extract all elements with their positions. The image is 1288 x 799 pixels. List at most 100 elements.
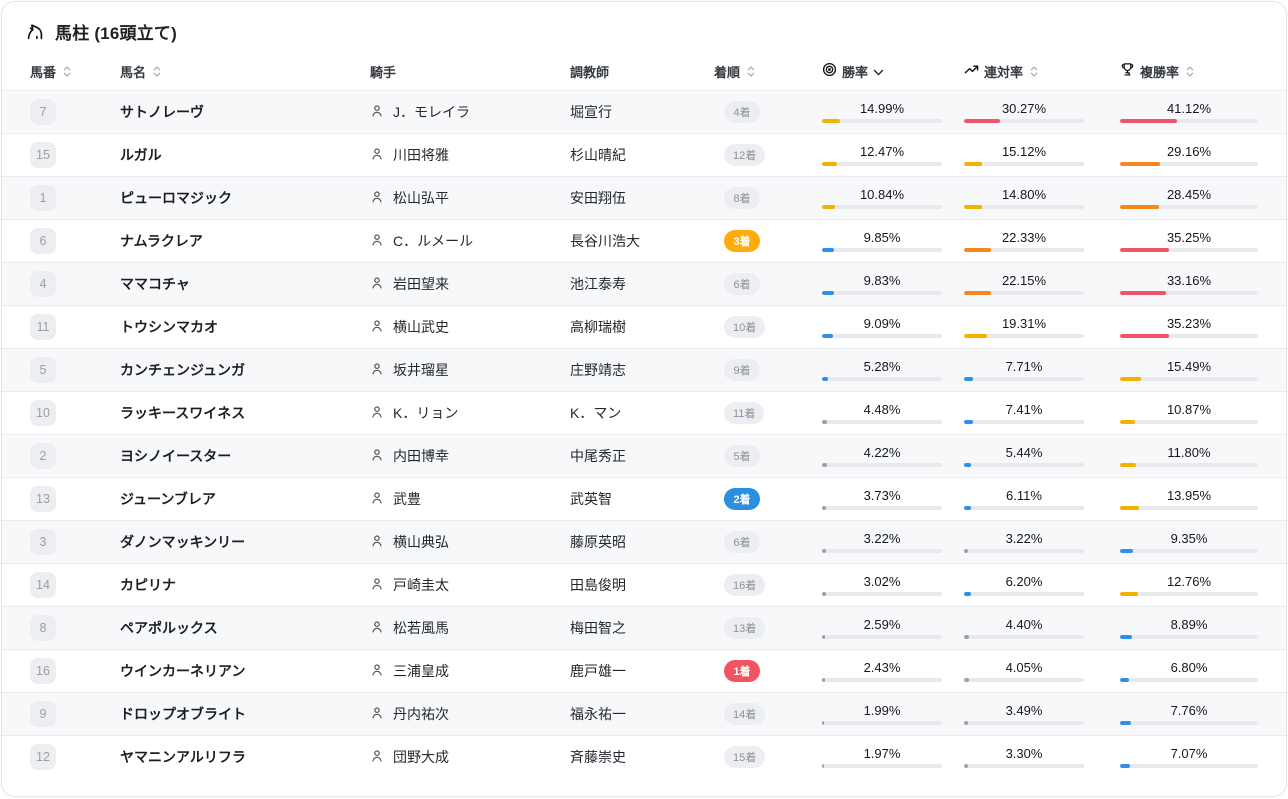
- show-rate-value: 41.12%: [1166, 100, 1212, 116]
- horse-number-cell: 5: [30, 357, 120, 383]
- horse-name-cell: カンチェンジュンガ: [120, 360, 370, 380]
- horse-name-cell: ルガル: [120, 145, 370, 165]
- sort-icon: [153, 65, 161, 77]
- win-rate-bar: [822, 462, 942, 467]
- trainer-name: 堀宣行: [570, 104, 612, 120]
- trainer-cell: K．マン: [570, 403, 714, 423]
- horse-number-badge: 15: [30, 142, 56, 168]
- finish-badge: 2着: [724, 488, 760, 510]
- horse-name-cell: ピューロマジック: [120, 188, 370, 208]
- table-row[interactable]: 11 トウシンマカオ 横山武史 高柳瑞樹 10着 9.09%: [2, 305, 1286, 348]
- table-row[interactable]: 1 ピューロマジック 松山弘平 安田翔伍 8着 10.84%: [2, 176, 1286, 219]
- table-row[interactable]: 6 ナムラクレア C．ルメール 長谷川浩大 3着 9.85%: [2, 219, 1286, 262]
- header-horse-name[interactable]: 馬名: [120, 62, 370, 81]
- show-rate-bar: [1120, 548, 1258, 553]
- table-row[interactable]: 5 カンチェンジュンガ 坂井瑠星 庄野靖志 9着 5.28%: [2, 348, 1286, 391]
- trainer-cell: 杉山晴紀: [570, 145, 714, 165]
- horse-number-badge: 3: [30, 529, 56, 555]
- show-rate-value: 7.07%: [1170, 745, 1208, 761]
- horse-name-cell: トウシンマカオ: [120, 317, 370, 337]
- person-icon: [370, 147, 384, 164]
- horse-name-cell: サトノレーヴ: [120, 102, 370, 122]
- horse-number-badge: 13: [30, 486, 56, 512]
- person-icon: [370, 491, 384, 508]
- jockey-cell: J．モレイラ: [370, 102, 570, 122]
- show-rate-value: 33.16%: [1166, 272, 1212, 288]
- horse-number-cell: 7: [30, 99, 120, 125]
- finish-badge: 15着: [724, 746, 766, 768]
- finish-badge: 4着: [724, 101, 760, 123]
- place-rate-value: 3.22%: [1005, 530, 1043, 546]
- trainer-name: 田島俊明: [570, 577, 626, 593]
- table-row[interactable]: 7 サトノレーヴ J．モレイラ 堀宣行 4着 14.99%: [2, 90, 1286, 133]
- place-rate-bar: [964, 333, 1084, 338]
- place-rate-cell: 3.22%: [964, 532, 1120, 553]
- table-row[interactable]: 3 ダノンマッキンリー 横山典弘 藤原英昭 6着 3.22%: [2, 520, 1286, 563]
- finish-badge: 5着: [724, 445, 760, 467]
- trainer-name: 安田翔伍: [570, 190, 626, 206]
- win-rate-cell: 12.47%: [822, 145, 964, 166]
- win-rate-cell: 4.48%: [822, 403, 964, 424]
- chevron-down-icon: [873, 64, 884, 79]
- show-rate-bar: [1120, 505, 1258, 510]
- finish-badge: 13着: [724, 617, 766, 639]
- table-row[interactable]: 13 ジューンブレア 武豊 武英智 2着 3.73%: [2, 477, 1286, 520]
- horse-name: ピューロマジック: [120, 190, 232, 206]
- place-rate-bar: [964, 591, 1084, 596]
- finish-cell: 3着: [714, 230, 822, 252]
- person-icon: [370, 104, 384, 121]
- horse-name-cell: ジューンブレア: [120, 489, 370, 509]
- table-row[interactable]: 15 ルガル 川田将雅 杉山晴紀 12着 12.47%: [2, 133, 1286, 176]
- jockey-name: 団野大成: [393, 749, 449, 765]
- place-rate-cell: 6.11%: [964, 489, 1120, 510]
- table-row[interactable]: 16 ウインカーネリアン 三浦皇成 鹿戸雄一 1着 2.43%: [2, 649, 1286, 692]
- table-row[interactable]: 9 ドロップオブライト 丹内祐次 福永祐一 14着 1.99%: [2, 692, 1286, 735]
- person-icon: [370, 319, 384, 336]
- trending-up-icon: [964, 62, 979, 80]
- horse-name: ドロップオブライト: [120, 706, 246, 722]
- place-rate-value: 5.44%: [1005, 444, 1043, 460]
- sort-icon: [1186, 65, 1194, 77]
- header-win-rate[interactable]: 勝率: [822, 62, 964, 81]
- win-rate-bar: [822, 118, 942, 123]
- table-row[interactable]: 12 ヤマニンアルリフラ 団野大成 斉藤崇史 15着 1.97%: [2, 735, 1286, 778]
- horse-number-cell: 4: [30, 271, 120, 297]
- win-rate-cell: 1.99%: [822, 704, 964, 725]
- show-rate-value: 7.76%: [1170, 702, 1208, 718]
- trainer-name: 高柳瑞樹: [570, 319, 626, 335]
- jockey-cell: 武豊: [370, 489, 570, 509]
- finish-badge: 12着: [724, 144, 766, 166]
- table-row[interactable]: 8 ペアポルックス 松若風馬 梅田智之 13着 2.59%: [2, 606, 1286, 649]
- trainer-name: 杉山晴紀: [570, 147, 626, 163]
- show-rate-value: 11.80%: [1167, 444, 1211, 460]
- finish-cell: 4着: [714, 101, 822, 123]
- win-rate-value: 4.22%: [863, 444, 901, 460]
- place-rate-cell: 6.20%: [964, 575, 1120, 596]
- table-row[interactable]: 4 ママコチャ 岩田望来 池江泰寿 6着 9.83%: [2, 262, 1286, 305]
- win-rate-cell: 2.59%: [822, 618, 964, 639]
- place-rate-bar: [964, 677, 1084, 682]
- jockey-cell: 戸崎圭太: [370, 575, 570, 595]
- horse-number-badge: 14: [30, 572, 56, 598]
- win-rate-value: 1.97%: [863, 745, 901, 761]
- win-rate-bar: [822, 333, 942, 338]
- person-icon: [370, 620, 384, 637]
- table-row[interactable]: 2 ヨシノイースター 内田博幸 中尾秀正 5着 4.22%: [2, 434, 1286, 477]
- win-rate-bar: [822, 505, 942, 510]
- place-rate-bar: [964, 161, 1084, 166]
- finish-badge: 6着: [724, 273, 760, 295]
- trainer-cell: 武英智: [570, 489, 714, 509]
- header-place-rate[interactable]: 連対率: [964, 62, 1120, 81]
- horse-name-cell: ナムラクレア: [120, 231, 370, 251]
- table-row[interactable]: 10 ラッキースワイネス K．リョン K．マン 11着 4.48%: [2, 391, 1286, 434]
- header-finish[interactable]: 着順: [714, 62, 822, 81]
- header-horse-number[interactable]: 馬番: [30, 62, 120, 81]
- horse-name-cell: ペアポルックス: [120, 618, 370, 638]
- place-rate-value: 15.12%: [1001, 143, 1047, 159]
- trainer-name: 斉藤崇史: [570, 749, 626, 765]
- show-rate-value: 28.45%: [1166, 186, 1212, 202]
- win-rate-value: 4.48%: [863, 401, 901, 417]
- table-row[interactable]: 14 カピリナ 戸崎圭太 田島俊明 16着 3.02%: [2, 563, 1286, 606]
- trainer-cell: 斉藤崇史: [570, 747, 714, 767]
- header-show-rate[interactable]: 複勝率: [1120, 62, 1260, 81]
